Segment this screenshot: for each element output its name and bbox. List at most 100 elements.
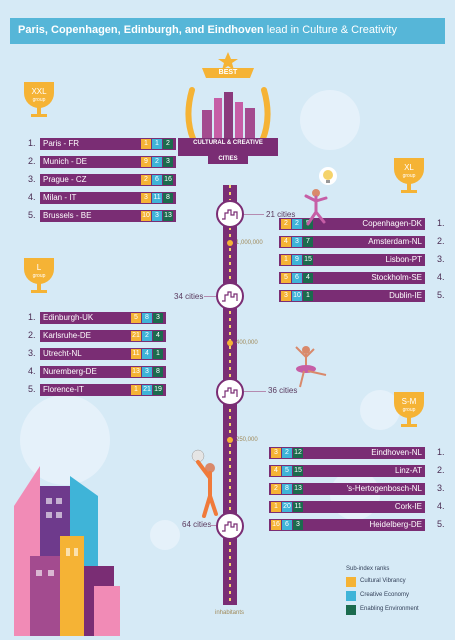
actor-icon [191, 449, 218, 518]
enabling-environment-rank: 1 [303, 291, 313, 301]
enabling-environment-swatch [346, 605, 356, 615]
bg-circle [150, 520, 180, 550]
ranking-row: 4 5 15 Linz-AT 2. [0, 465, 455, 477]
threshold-label: 250,000 [236, 437, 258, 443]
enabling-environment-rank: 12 [293, 448, 303, 458]
skyline-node [216, 378, 244, 406]
ranking-row: 5 8 3 Edinburgh-UK 1. [0, 312, 455, 324]
connector-line [244, 214, 264, 215]
cultural-vibrancy-rank: 5 [281, 273, 291, 283]
group-label: group [32, 97, 46, 103]
creative-economy-rank: 2 [292, 219, 302, 229]
trophy-base [401, 424, 417, 427]
rank-number: 5. [28, 384, 36, 394]
city-name: 's-Hertogenbosch-NL [346, 484, 422, 493]
rank-number: 2. [28, 330, 36, 340]
enabling-environment-rank: 7 [303, 237, 313, 247]
skyline-icon [222, 291, 238, 302]
cultural-vibrancy-rank: 4 [271, 466, 281, 476]
creative-economy-rank: 20 [282, 502, 292, 512]
creative-economy-swatch [346, 591, 356, 601]
badge-line1: CULTURAL & CREATIVE [193, 140, 263, 146]
city-name: Dublin-IE [389, 291, 422, 300]
rank-number: 5. [28, 210, 36, 220]
rank-number: 3. [28, 348, 36, 358]
city-bar [279, 272, 425, 284]
enabling-environment-rank: 1 [153, 349, 163, 359]
skyline-node [216, 282, 244, 310]
rank-number: 5. [437, 290, 445, 300]
threshold-label: 1,000,000 [236, 240, 263, 246]
city-name: Amsterdam-NL [368, 237, 422, 246]
bg-circle [360, 390, 400, 430]
trophy-stem [407, 183, 411, 191]
group-name: XL [404, 163, 414, 172]
city-bar [279, 236, 425, 248]
city-name: Lisbon-PT [385, 255, 422, 264]
creative-economy-rank: 2 [142, 331, 152, 341]
ranking-row: 16 6 3 Heidelberg-DE 5. [0, 519, 455, 531]
cities-count: 64 cities [182, 520, 212, 529]
cultural-vibrancy-rank: 4 [281, 237, 291, 247]
creative-economy-rank: 2 [152, 157, 162, 167]
city-name: Munich - DE [43, 157, 88, 166]
ranking-row: 5 6 4 Stockholm-SE 4. [0, 272, 455, 284]
rank-number: 4. [437, 272, 445, 282]
city-bar [269, 483, 425, 495]
enabling-environment-rank: 19 [153, 385, 163, 395]
city-name: Utrecht-NL [43, 349, 82, 358]
badge-line2: CITIES [218, 156, 238, 162]
city-name: Karlsruhe-DE [43, 331, 92, 340]
ranking-row: 3 10 1 Dublin-IE 5. [0, 290, 455, 302]
cultural-vibrancy-rank: 5 [131, 313, 141, 323]
cultural-vibrancy-rank: 2 [271, 484, 281, 494]
creative-economy-rank: 3 [152, 211, 162, 221]
trophy-cup: S-M group [394, 392, 424, 418]
cultural-vibrancy-rank: 2 [281, 219, 291, 229]
ranking-row: 3 2 12 Eindhoven-NL 1. [0, 447, 455, 459]
skyline-icon [222, 521, 238, 532]
trophy-stem [37, 283, 41, 291]
rank-number: 1. [28, 138, 36, 148]
rank-number: 4. [437, 501, 445, 511]
creative-economy-rank: 10 [292, 291, 302, 301]
laurel-wreath-icon [178, 52, 278, 164]
ballerina-icon [295, 346, 327, 388]
rank-number: 1. [437, 218, 445, 228]
ranking-row: 3 11 8 Milan - IT 4. [0, 192, 455, 204]
cultural-vibrancy-rank: 16 [271, 520, 281, 530]
legend-label: Enabling Environment [360, 606, 419, 612]
city-name: Brussels - BE [43, 211, 92, 220]
rank-number: 4. [28, 366, 36, 376]
rank-number: 5. [437, 519, 445, 529]
legend-label: Cultural Vibrancy [360, 578, 406, 584]
city-bar [279, 290, 425, 302]
legend-label: Creative Economy [360, 592, 410, 598]
cultural-vibrancy-swatch [346, 577, 356, 587]
rank-number: 1. [28, 312, 36, 322]
enabling-environment-rank: 3 [163, 157, 173, 167]
city-name: Prague - CZ [43, 175, 87, 184]
cultural-vibrancy-rank: 1 [141, 139, 151, 149]
threshold-dot [227, 437, 233, 443]
enabling-environment-rank: 13 [163, 211, 173, 221]
trophy-base [31, 114, 47, 117]
enabling-environment-rank: 11 [293, 502, 303, 512]
city-bar [269, 519, 425, 531]
creative-economy-rank: 2 [282, 448, 292, 458]
ranking-row: 1 21 19 Florence-IT 5. [0, 384, 455, 396]
ranking-row: 9 2 3 Munich - DE 2. [0, 156, 455, 168]
enabling-environment-rank: 8 [163, 193, 173, 203]
creative-economy-rank: 3 [292, 237, 302, 247]
connector-line [244, 391, 266, 392]
city-name: Stockholm-SE [371, 273, 422, 282]
city-name: Heidelberg-DE [369, 520, 422, 529]
group-name: L [36, 263, 42, 272]
trophy-stem [37, 107, 41, 115]
city-bar [269, 447, 425, 459]
rank-number: 2. [437, 236, 445, 246]
city-bar [269, 501, 425, 513]
cultural-vibrancy-rank: 9 [141, 157, 151, 167]
enabling-environment-rank: 4 [153, 331, 163, 341]
